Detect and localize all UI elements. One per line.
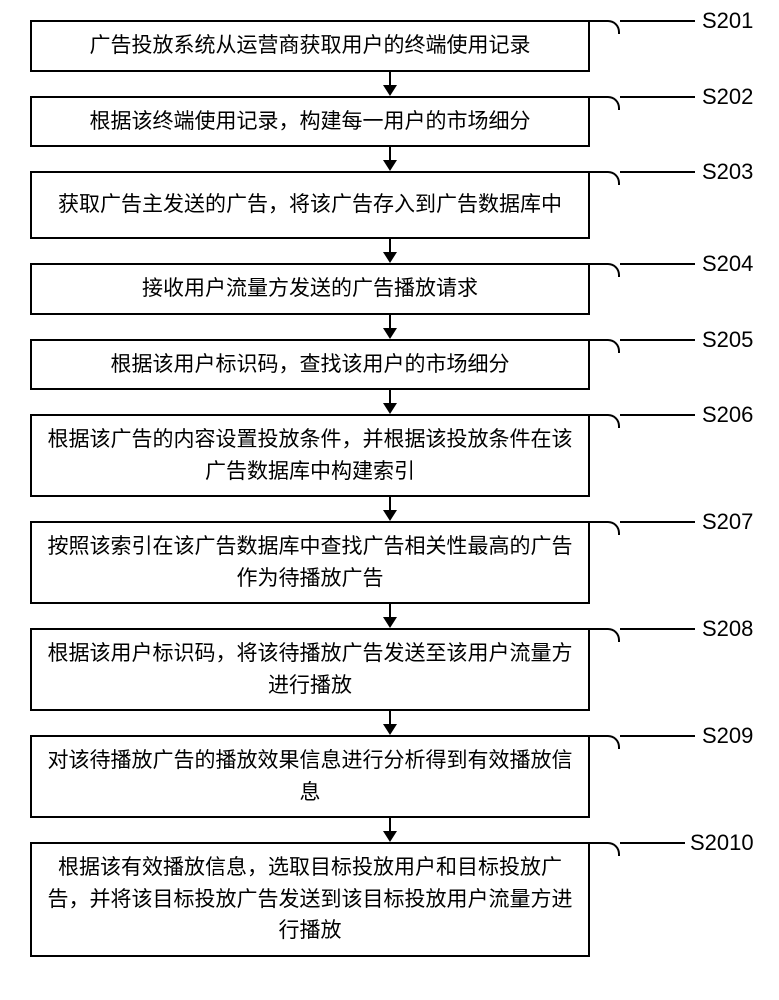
connector-curve [590,521,620,535]
arrow-head-icon [383,831,397,842]
arrow-shaft [389,239,391,253]
flow-row: 根据该终端使用记录，构建每一用户的市场细分 S202 [30,96,749,148]
arrow-down [383,604,397,628]
flow-row: 根据该有效播放信息，选取目标投放用户和目标投放广告，并将该目标投放广告发送到该目… [30,842,749,957]
flow-row: 广告投放系统从运营商获取用户的终端使用记录 S201 [30,20,749,72]
flow-step-box: 接收用户流量方发送的广告播放请求 [30,263,590,315]
step-text: 根据该广告的内容设置投放条件，并根据该投放条件在该广告数据库中构建索引 [46,424,574,487]
flow-step-box: 广告投放系统从运营商获取用户的终端使用记录 [30,20,590,72]
step-text: 按照该索引在该广告数据库中查找广告相关性最高的广告作为待播放广告 [46,531,574,594]
connector-line [620,263,695,265]
flow-row: 按照该索引在该广告数据库中查找广告相关性最高的广告作为待播放广告 S207 [30,521,749,604]
step-text: 根据该用户标识码，查找该用户的市场细分 [111,349,510,381]
connector-curve [590,20,620,34]
arrow-shaft [389,818,391,832]
arrow-down [383,239,397,263]
flow-row: 接收用户流量方发送的广告播放请求 S204 [30,263,749,315]
arrow-shaft [389,147,391,161]
flow-step-box: 根据该有效播放信息，选取目标投放用户和目标投放广告，并将该目标投放广告发送到该目… [30,842,590,957]
arrow-wrap [110,497,670,521]
arrow-head-icon [383,617,397,628]
step-text: 根据该用户标识码，将该待播放广告发送至该用户流量方进行播放 [46,638,574,701]
step-label: S208 [702,616,753,642]
step-label: S201 [702,8,753,34]
connector-curve [590,339,620,353]
flow-row: 获取广告主发送的广告，将该广告存入到广告数据库中 S203 [30,171,749,239]
flow-step-box: 根据该广告的内容设置投放条件，并根据该投放条件在该广告数据库中构建索引 [30,414,590,497]
step-label: S206 [702,402,753,428]
arrow-head-icon [383,328,397,339]
flow-step-box: 根据该用户标识码，查找该用户的市场细分 [30,339,590,391]
arrow-shaft [389,390,391,404]
flow-row: 对该待播放广告的播放效果信息进行分析得到有效播放信息 S209 [30,735,749,818]
flow-row: 根据该用户标识码，将该待播放广告发送至该用户流量方进行播放 S208 [30,628,749,711]
arrow-shaft [389,72,391,86]
arrow-shaft [389,604,391,618]
step-text: 获取广告主发送的广告，将该广告存入到广告数据库中 [58,189,562,221]
arrow-wrap [110,711,670,735]
step-label: S203 [702,159,753,185]
arrow-down [383,147,397,171]
step-text: 根据该有效播放信息，选取目标投放用户和目标投放广告，并将该目标投放广告发送到该目… [46,852,574,947]
step-text: 接收用户流量方发送的广告播放请求 [142,273,478,305]
arrow-head-icon [383,252,397,263]
connector-curve [590,735,620,749]
connector-line [620,339,695,341]
arrow-down [383,818,397,842]
connector-curve [590,263,620,277]
step-label: S205 [702,327,753,353]
arrow-wrap [110,818,670,842]
arrow-shaft [389,315,391,329]
flow-step-box: 对该待播放广告的播放效果信息进行分析得到有效播放信息 [30,735,590,818]
arrow-shaft [389,497,391,511]
arrow-wrap [110,315,670,339]
step-label: S207 [702,509,753,535]
connector-curve [590,414,620,428]
arrow-head-icon [383,510,397,521]
step-label: S204 [702,251,753,277]
flow-step-box: 根据该终端使用记录，构建每一用户的市场细分 [30,96,590,148]
arrow-wrap [110,72,670,96]
flow-row: 根据该用户标识码，查找该用户的市场细分 S205 [30,339,749,391]
arrow-wrap [110,604,670,628]
arrow-down [383,711,397,735]
connector-line [620,20,695,22]
step-text: 广告投放系统从运营商获取用户的终端使用记录 [90,30,531,62]
connector-line [620,842,685,844]
connector-line [620,96,695,98]
connector-line [620,171,695,173]
step-label: S2010 [690,830,754,856]
arrow-down [383,390,397,414]
connector-line [620,521,695,523]
step-text: 根据该终端使用记录，构建每一用户的市场细分 [90,106,531,138]
step-label: S209 [702,723,753,749]
arrow-head-icon [383,85,397,96]
arrow-wrap [110,390,670,414]
arrow-down [383,72,397,96]
connector-line [620,628,695,630]
flow-step-box: 根据该用户标识码，将该待播放广告发送至该用户流量方进行播放 [30,628,590,711]
step-text: 对该待播放广告的播放效果信息进行分析得到有效播放信息 [46,745,574,808]
arrow-wrap [110,147,670,171]
arrow-head-icon [383,160,397,171]
connector-line [620,735,695,737]
step-label: S202 [702,84,753,110]
arrow-wrap [110,239,670,263]
arrow-down [383,315,397,339]
flowchart-container: 广告投放系统从运营商获取用户的终端使用记录 S201 根据该终端使用记录，构建每… [30,20,749,957]
connector-curve [590,628,620,642]
connector-curve [590,96,620,110]
connector-curve [590,842,620,856]
connector-line [620,414,695,416]
connector-curve [590,171,620,185]
arrow-down [383,497,397,521]
flow-row: 根据该广告的内容设置投放条件，并根据该投放条件在该广告数据库中构建索引 S206 [30,414,749,497]
arrow-shaft [389,711,391,725]
flow-step-box: 按照该索引在该广告数据库中查找广告相关性最高的广告作为待播放广告 [30,521,590,604]
arrow-head-icon [383,724,397,735]
flow-step-box: 获取广告主发送的广告，将该广告存入到广告数据库中 [30,171,590,239]
arrow-head-icon [383,403,397,414]
